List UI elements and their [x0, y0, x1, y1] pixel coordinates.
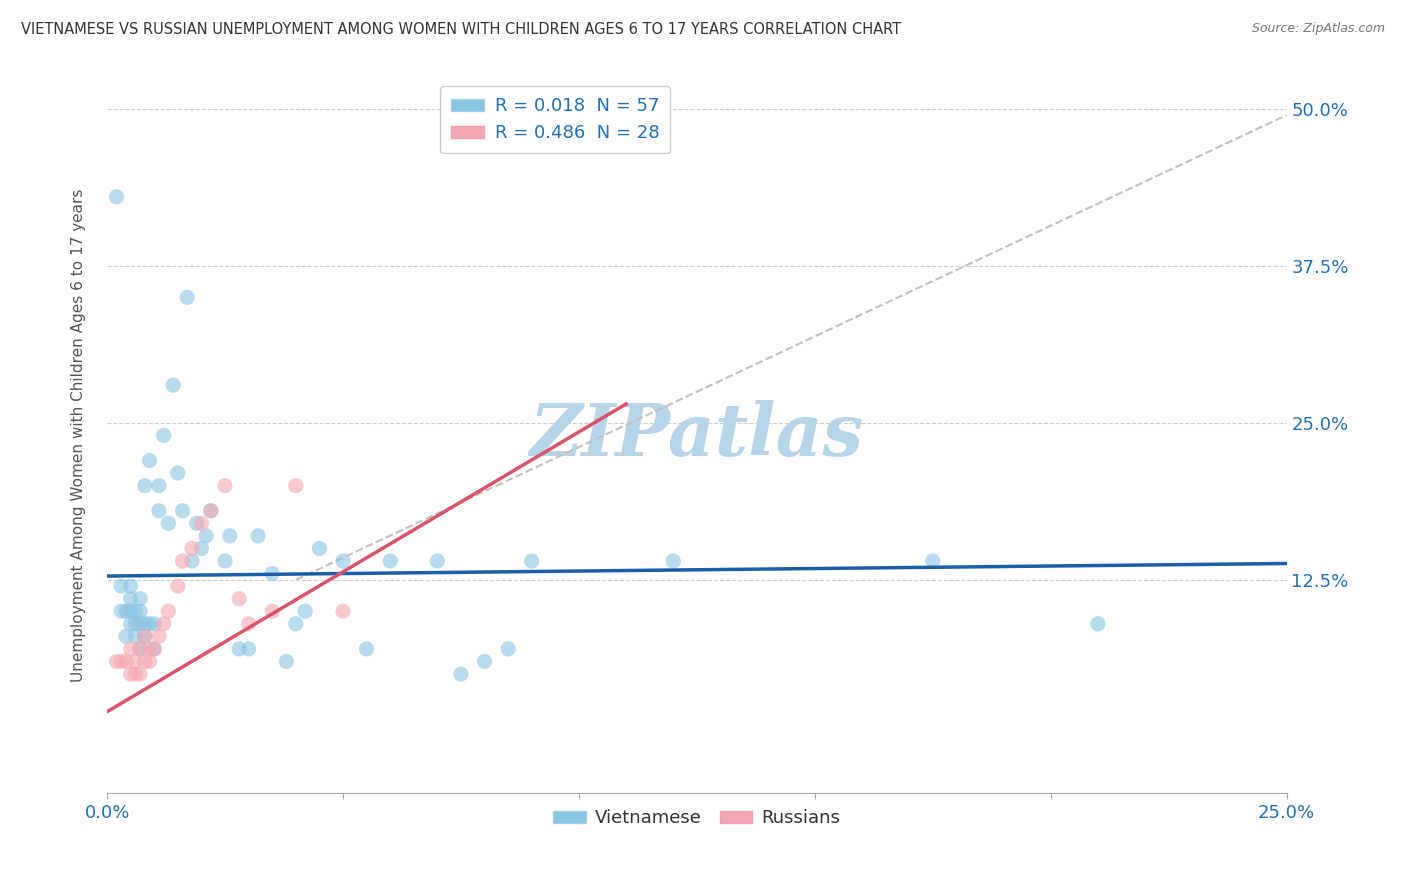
Legend: Vietnamese, Russians: Vietnamese, Russians [546, 802, 848, 834]
Point [262, 566, 284, 581]
Point [921, 554, 943, 568]
Point [120, 591, 142, 606]
Point [166, 579, 188, 593]
Point [172, 554, 194, 568]
Point [120, 641, 142, 656]
Point [496, 641, 519, 656]
Point [115, 604, 138, 618]
Point [181, 541, 204, 556]
Text: Source: ZipAtlas.com: Source: ZipAtlas.com [1251, 22, 1385, 36]
Point [308, 541, 330, 556]
Point [143, 616, 166, 631]
Point [129, 641, 152, 656]
Point [186, 516, 208, 531]
Point [356, 641, 378, 656]
Point [120, 616, 142, 631]
Point [152, 616, 174, 631]
Point [162, 378, 184, 392]
Point [332, 554, 354, 568]
Point [294, 604, 316, 618]
Point [124, 667, 146, 681]
Point [138, 453, 160, 467]
Point [200, 504, 222, 518]
Point [247, 529, 270, 543]
Point [228, 591, 250, 606]
Point [238, 641, 260, 656]
Point [157, 604, 180, 618]
Point [426, 554, 449, 568]
Point [190, 516, 212, 531]
Point [200, 504, 222, 518]
Point [195, 529, 218, 543]
Point [120, 579, 142, 593]
Point [181, 554, 204, 568]
Point [124, 616, 146, 631]
Point [134, 629, 156, 643]
Y-axis label: Unemployment Among Women with Children Ages 6 to 17 years: Unemployment Among Women with Children A… [72, 189, 86, 682]
Point [129, 667, 152, 681]
Point [143, 641, 166, 656]
Point [105, 655, 128, 669]
Point [138, 641, 160, 656]
Point [134, 629, 156, 643]
Point [134, 478, 156, 492]
Point [120, 667, 142, 681]
Point [157, 516, 180, 531]
Point [474, 655, 496, 669]
Point [214, 478, 236, 492]
Point [138, 616, 160, 631]
Point [129, 591, 152, 606]
Point [662, 554, 685, 568]
Point [105, 190, 128, 204]
Point [148, 629, 170, 643]
Point [262, 604, 284, 618]
Point [284, 616, 307, 631]
Point [378, 554, 401, 568]
Point [238, 616, 260, 631]
Point [120, 604, 142, 618]
Point [115, 655, 138, 669]
Point [166, 466, 188, 480]
Point [332, 604, 354, 618]
Text: VIETNAMESE VS RUSSIAN UNEMPLOYMENT AMONG WOMEN WITH CHILDREN AGES 6 TO 17 YEARS : VIETNAMESE VS RUSSIAN UNEMPLOYMENT AMONG… [21, 22, 901, 37]
Point [124, 655, 146, 669]
Point [129, 641, 152, 656]
Point [129, 616, 152, 631]
Point [143, 641, 166, 656]
Point [110, 579, 132, 593]
Point [134, 616, 156, 631]
Point [228, 641, 250, 656]
Point [148, 504, 170, 518]
Point [110, 655, 132, 669]
Point [129, 604, 152, 618]
Point [152, 428, 174, 442]
Point [218, 529, 240, 543]
Point [124, 629, 146, 643]
Point [115, 629, 138, 643]
Point [276, 655, 298, 669]
Text: ZIPatlas: ZIPatlas [530, 400, 863, 471]
Point [138, 655, 160, 669]
Point [284, 478, 307, 492]
Point [176, 290, 198, 304]
Point [520, 554, 543, 568]
Point [450, 667, 472, 681]
Point [124, 604, 146, 618]
Point [148, 478, 170, 492]
Point [190, 541, 212, 556]
Point [172, 504, 194, 518]
Point [214, 554, 236, 568]
Point [134, 655, 156, 669]
Point [1087, 616, 1109, 631]
Point [110, 604, 132, 618]
